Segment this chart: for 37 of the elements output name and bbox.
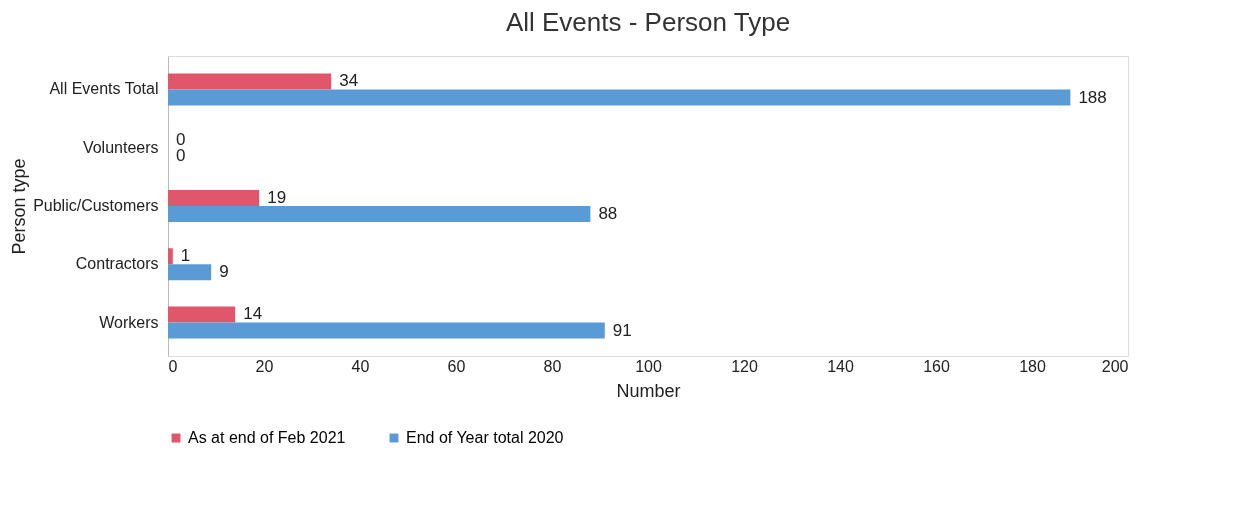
y-tick-label: All Events Total <box>49 80 159 98</box>
x-tick-label: 80 <box>543 357 562 375</box>
x-tick-label: 100 <box>635 357 662 375</box>
data-label: 91 <box>612 320 632 340</box>
bar <box>168 248 173 265</box>
x-tick-label: 200 <box>1101 357 1129 375</box>
chart-title: All Events - Person Type <box>505 7 791 37</box>
data-label: 88 <box>598 204 618 224</box>
data-label: 34 <box>339 71 359 91</box>
x-tick-label: 120 <box>731 357 758 375</box>
legend-label: End of Year total 2020 <box>406 429 564 446</box>
bar <box>168 189 260 206</box>
x-axis-title: Number <box>616 380 681 401</box>
data-label: 9 <box>219 262 229 282</box>
x-tick-label: 140 <box>827 357 854 375</box>
data-label: 19 <box>267 187 287 207</box>
y-tick-label: Volunteers <box>82 138 159 156</box>
bar <box>168 73 332 90</box>
x-tick-label: 20 <box>255 357 274 375</box>
x-tick-label: 0 <box>168 357 178 375</box>
bar <box>168 89 1071 106</box>
bar <box>168 306 236 323</box>
x-tick-label: 60 <box>447 357 466 375</box>
y-tick-label: Contractors <box>75 255 159 273</box>
data-label: 14 <box>243 304 263 324</box>
bar <box>168 264 212 281</box>
bar <box>168 322 605 339</box>
y-tick-label: Public/Customers <box>33 197 159 214</box>
x-tick-label: 40 <box>351 357 370 375</box>
bar <box>168 206 591 223</box>
legend-label: As at end of Feb 2021 <box>188 429 346 446</box>
x-tick-label: 180 <box>1019 357 1046 375</box>
data-label: 188 <box>1078 87 1107 107</box>
y-tick-label: Workers <box>99 313 159 331</box>
x-tick-label: 160 <box>923 357 950 375</box>
data-label: 1 <box>180 246 191 266</box>
y-axis-title: Person type <box>9 158 30 255</box>
